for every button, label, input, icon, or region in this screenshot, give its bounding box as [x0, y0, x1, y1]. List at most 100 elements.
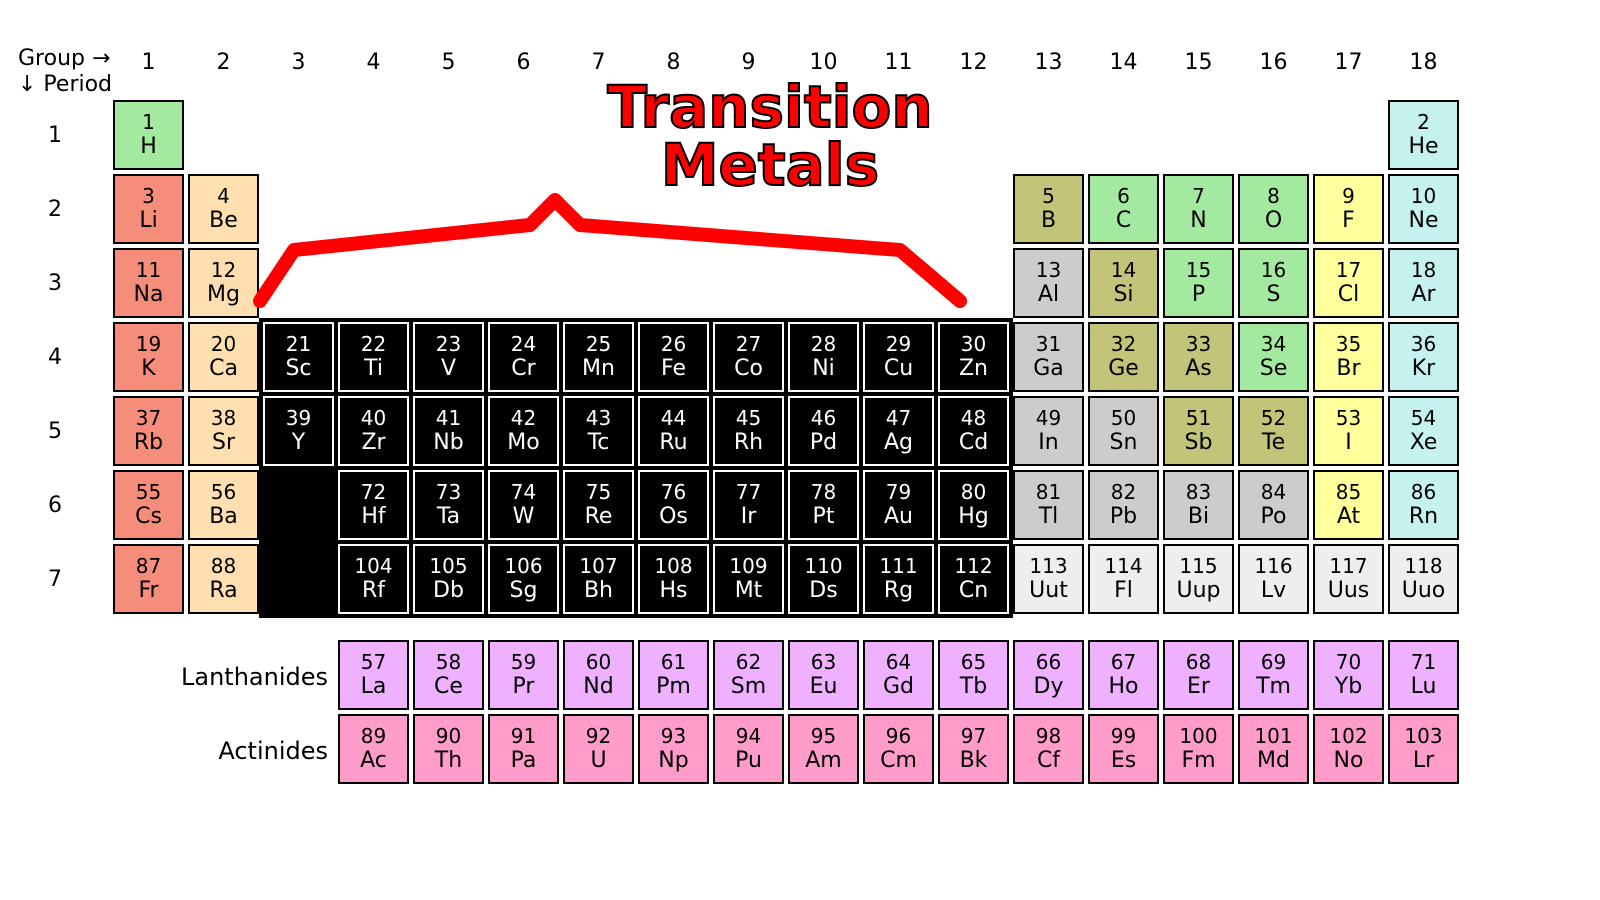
element-symbol: Bk	[940, 748, 1007, 773]
element-cell-Mo: 42Mo	[488, 396, 559, 466]
element-symbol: Mo	[490, 430, 557, 455]
element-cell-Tm: 69Tm	[1238, 640, 1309, 710]
element-cell-Co: 27Co	[713, 322, 784, 392]
element-cell-Hs: 108Hs	[638, 544, 709, 614]
atomic-number: 116	[1240, 555, 1307, 578]
element-cell-Sg: 106Sg	[488, 544, 559, 614]
element-symbol: Nb	[415, 430, 482, 455]
element-symbol: Uup	[1165, 578, 1232, 603]
element-symbol: Li	[115, 208, 182, 233]
element-symbol: At	[1315, 504, 1382, 529]
element-symbol: Yb	[1315, 674, 1382, 699]
atomic-number: 79	[865, 481, 932, 504]
element-cell-B: 5B	[1013, 174, 1084, 244]
element-cell-Be: 4Be	[188, 174, 259, 244]
element-symbol: Ce	[415, 674, 482, 699]
atomic-number: 15	[1165, 259, 1232, 282]
group-number: 5	[413, 50, 484, 75]
element-cell-Fl: 114Fl	[1088, 544, 1159, 614]
atomic-number: 104	[340, 555, 407, 578]
element-cell-N: 7N	[1163, 174, 1234, 244]
element-cell-Ce: 58Ce	[413, 640, 484, 710]
element-symbol: Cd	[940, 430, 1007, 455]
atomic-number: 68	[1165, 651, 1232, 674]
element-symbol: Ta	[415, 504, 482, 529]
element-symbol: Pr	[490, 674, 557, 699]
atomic-number: 24	[490, 333, 557, 356]
lanthanides-label: Lanthanides	[138, 663, 328, 691]
element-cell-Nb: 41Nb	[413, 396, 484, 466]
element-cell-Rb: 37Rb	[113, 396, 184, 466]
element-cell-Fr: 87Fr	[113, 544, 184, 614]
element-cell-Cd: 48Cd	[938, 396, 1009, 466]
atomic-number: 16	[1240, 259, 1307, 282]
element-symbol: Al	[1015, 282, 1082, 307]
element-cell-Au: 79Au	[863, 470, 934, 540]
element-cell-Ru: 44Ru	[638, 396, 709, 466]
element-cell-Y: 39Y	[263, 396, 334, 466]
element-symbol: Ag	[865, 430, 932, 455]
atomic-number: 83	[1165, 481, 1232, 504]
element-symbol: Re	[565, 504, 632, 529]
element-symbol: Uuo	[1390, 578, 1457, 603]
atomic-number: 98	[1015, 725, 1082, 748]
element-symbol: Md	[1240, 748, 1307, 773]
element-cell-Tb: 65Tb	[938, 640, 1009, 710]
atomic-number: 52	[1240, 407, 1307, 430]
atomic-number: 87	[115, 555, 182, 578]
element-symbol: Os	[640, 504, 707, 529]
element-symbol: P	[1165, 282, 1232, 307]
element-cell-Er: 68Er	[1163, 640, 1234, 710]
atomic-number: 84	[1240, 481, 1307, 504]
atomic-number: 107	[565, 555, 632, 578]
element-cell-Se: 34Se	[1238, 322, 1309, 392]
atomic-number: 61	[640, 651, 707, 674]
element-cell-Ho: 67Ho	[1088, 640, 1159, 710]
element-symbol: No	[1315, 748, 1382, 773]
element-symbol: Te	[1240, 430, 1307, 455]
periodic-table-diagram: { "layout": { "canvas_w": 1600, "canvas_…	[0, 0, 1600, 900]
element-symbol: Lr	[1390, 748, 1457, 773]
group-number: 9	[713, 50, 784, 75]
element-symbol: O	[1240, 208, 1307, 233]
element-symbol: Np	[640, 748, 707, 773]
atomic-number: 85	[1315, 481, 1382, 504]
element-symbol: Eu	[790, 674, 857, 699]
element-cell-Sn: 50Sn	[1088, 396, 1159, 466]
element-symbol: K	[115, 356, 182, 381]
element-cell-Lv: 116Lv	[1238, 544, 1309, 614]
atomic-number: 88	[190, 555, 257, 578]
element-symbol: Dy	[1015, 674, 1082, 699]
element-cell-Db: 105Db	[413, 544, 484, 614]
atomic-number: 71	[1390, 651, 1457, 674]
group-number: 4	[338, 50, 409, 75]
atomic-number: 32	[1090, 333, 1157, 356]
element-cell-Ne: 10Ne	[1388, 174, 1459, 244]
atomic-number: 92	[565, 725, 632, 748]
atomic-number: 37	[115, 407, 182, 430]
element-cell-Pd: 46Pd	[788, 396, 859, 466]
element-cell-Pa: 91Pa	[488, 714, 559, 784]
atomic-number: 86	[1390, 481, 1457, 504]
element-cell-Ni: 28Ni	[788, 322, 859, 392]
atomic-number: 38	[190, 407, 257, 430]
element-cell-Ra: 88Ra	[188, 544, 259, 614]
atomic-number: 90	[415, 725, 482, 748]
element-symbol: Cn	[940, 578, 1007, 603]
element-symbol: Sg	[490, 578, 557, 603]
element-cell-Cf: 98Cf	[1013, 714, 1084, 784]
element-symbol: Ni	[790, 356, 857, 381]
element-symbol: Br	[1315, 356, 1382, 381]
atomic-number: 82	[1090, 481, 1157, 504]
element-symbol: Er	[1165, 674, 1232, 699]
element-symbol: U	[565, 748, 632, 773]
element-cell-V: 23V	[413, 322, 484, 392]
atomic-number: 67	[1090, 651, 1157, 674]
atomic-number: 118	[1390, 555, 1457, 578]
element-cell-Ar: 18Ar	[1388, 248, 1459, 318]
atomic-number: 103	[1390, 725, 1457, 748]
atomic-number: 43	[565, 407, 632, 430]
element-cell-Dy: 66Dy	[1013, 640, 1084, 710]
element-symbol: Tl	[1015, 504, 1082, 529]
atomic-number: 10	[1390, 185, 1457, 208]
